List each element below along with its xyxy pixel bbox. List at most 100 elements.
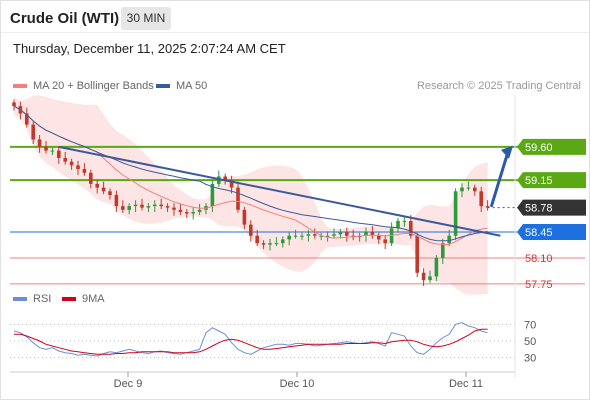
candle bbox=[63, 157, 67, 162]
chart-header: Crude Oil (WTI) 30 MIN bbox=[0, 0, 590, 36]
candle bbox=[409, 220, 413, 236]
candle bbox=[89, 172, 93, 184]
research-credit: Research © 2025 Trading Central bbox=[416, 80, 581, 92]
candle bbox=[345, 232, 349, 236]
trendline bbox=[58, 145, 501, 237]
level-label-59.15: 59.15 bbox=[525, 175, 553, 187]
candle bbox=[479, 191, 483, 207]
candle bbox=[453, 191, 458, 236]
candle bbox=[50, 150, 55, 152]
candle bbox=[76, 165, 80, 170]
candle bbox=[287, 235, 291, 240]
legend-rsi: RSI bbox=[13, 293, 51, 305]
candle bbox=[146, 206, 151, 208]
timestamp: Thursday, December 11, 2025 2:07:24 AM C… bbox=[13, 41, 286, 56]
level-label-box-58.78 bbox=[517, 199, 586, 216]
candle bbox=[421, 272, 426, 281]
candle bbox=[466, 187, 471, 189]
candle bbox=[121, 206, 125, 210]
candle bbox=[415, 235, 419, 273]
header-divider bbox=[0, 32, 590, 33]
candle bbox=[12, 102, 16, 107]
candle bbox=[300, 235, 304, 237]
candle bbox=[236, 187, 240, 210]
legend-ma20-label: MA 20 + Bollinger Bands bbox=[33, 80, 154, 92]
candle bbox=[332, 234, 336, 236]
rsi-swatch bbox=[13, 297, 27, 301]
candle bbox=[460, 187, 464, 192]
candle bbox=[434, 257, 439, 277]
candle bbox=[281, 239, 285, 244]
candle bbox=[31, 124, 35, 140]
rsi-tick-label-50: 50 bbox=[524, 336, 536, 348]
candle bbox=[114, 195, 119, 207]
timeframe-button[interactable]: 30 MIN bbox=[121, 7, 171, 30]
candle bbox=[69, 161, 74, 166]
candle bbox=[165, 206, 170, 208]
rsi-tick-label-70: 70 bbox=[524, 319, 536, 331]
candle bbox=[364, 232, 368, 236]
level-label-box-59.15 bbox=[517, 172, 586, 189]
level-label-58.78: 58.78 bbox=[525, 203, 553, 215]
candle bbox=[268, 243, 272, 245]
level-label-59.60: 59.60 bbox=[525, 142, 553, 154]
candle bbox=[95, 183, 99, 188]
legend-ma20: MA 20 + Bollinger Bands bbox=[13, 80, 154, 92]
candle bbox=[223, 176, 227, 181]
candle bbox=[101, 187, 106, 192]
candle bbox=[25, 113, 29, 125]
candle bbox=[82, 169, 87, 173]
legend-rsi-ma-label: 9MA bbox=[82, 293, 105, 305]
candle bbox=[57, 150, 61, 158]
level-label-57.75: 57.75 bbox=[525, 279, 553, 291]
candle bbox=[172, 207, 176, 210]
candle bbox=[319, 235, 323, 237]
candle bbox=[191, 212, 195, 214]
candle bbox=[108, 191, 112, 195]
candle bbox=[377, 235, 381, 240]
candle bbox=[197, 209, 202, 213]
candle bbox=[473, 187, 477, 192]
candle bbox=[217, 176, 221, 184]
candle bbox=[210, 183, 215, 207]
level-label-58.45: 58.45 bbox=[525, 227, 553, 239]
candle bbox=[44, 146, 48, 151]
bollinger-band bbox=[14, 95, 488, 295]
candle bbox=[229, 180, 234, 188]
legend-rsi-label: RSI bbox=[33, 293, 52, 305]
candle bbox=[402, 220, 407, 222]
candle bbox=[255, 235, 259, 244]
candle bbox=[396, 220, 400, 229]
candle bbox=[140, 204, 144, 208]
candle bbox=[441, 243, 445, 258]
candle bbox=[325, 235, 330, 237]
candle bbox=[127, 206, 131, 210]
projection-arrow bbox=[490, 150, 510, 208]
instrument-title: Crude Oil (WTI) bbox=[10, 10, 120, 27]
legend-rsi-ma: 9MA bbox=[62, 293, 105, 305]
candle bbox=[185, 212, 189, 214]
candle bbox=[370, 232, 375, 236]
candle bbox=[242, 209, 247, 225]
ma20-swatch bbox=[13, 84, 27, 88]
level-label-box-59.60 bbox=[517, 138, 586, 155]
ma50-line bbox=[13, 105, 488, 242]
legend-ma50: MA 50 bbox=[156, 80, 207, 92]
candle bbox=[313, 234, 317, 236]
level-label-box-58.45 bbox=[517, 224, 586, 241]
x-tick-label: Dec 11 bbox=[449, 378, 483, 390]
candle bbox=[159, 204, 163, 207]
candle bbox=[485, 206, 490, 208]
candle bbox=[133, 204, 138, 207]
x-tick-label: Dec 9 bbox=[114, 378, 143, 390]
x-tick-label: Dec 10 bbox=[280, 378, 315, 390]
ma50-swatch bbox=[156, 84, 170, 88]
candle bbox=[447, 235, 451, 244]
candle bbox=[428, 276, 432, 281]
projection-arrowhead bbox=[501, 145, 513, 159]
candle bbox=[178, 209, 183, 213]
candle bbox=[261, 243, 266, 245]
rsi-line bbox=[13, 322, 488, 357]
level-label-58.10: 58.10 bbox=[525, 253, 553, 265]
